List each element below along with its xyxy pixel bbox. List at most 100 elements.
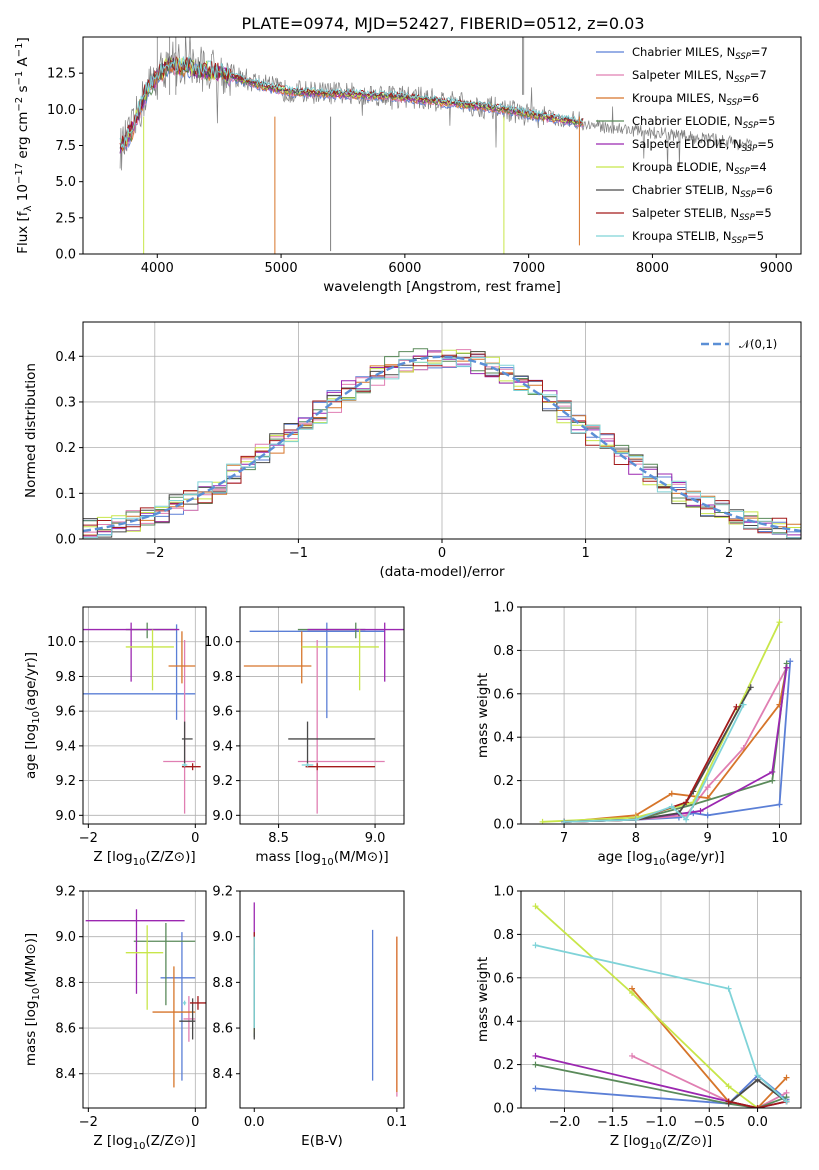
y-tick-label: 0.6 [493, 687, 514, 702]
series-marker [629, 989, 636, 996]
label-part: age [ [597, 849, 632, 865]
text-layer: PLATE=0974, MJD=52427, FIBERID=0512, z=0… [14, 14, 793, 1152]
series-marker [683, 816, 690, 823]
y-tick-label: 0.0 [493, 1102, 514, 1117]
error-bar-point-9 [181, 763, 188, 767]
mass-weight-series-3 [561, 664, 790, 824]
y-tick-label: 8.8 [55, 976, 76, 991]
y-tick-label: 9.4 [212, 739, 233, 754]
series-marker [725, 1098, 732, 1105]
legend-subscript: SSP [735, 52, 751, 62]
y-tick-label: 9.4 [55, 739, 76, 754]
x-tick-label: −2 [79, 831, 98, 846]
mass-weight-series-7 [561, 684, 754, 824]
x-axis-label: Z [log10(Z/Z⊙)] [93, 849, 195, 868]
label-part: log [112, 1133, 133, 1149]
error-bar-point-6 [125, 925, 164, 1010]
x-axis-label: Z [log10(Z/Z⊙)] [93, 1133, 195, 1152]
legend-series-name: Kroupa STELIB, N [632, 229, 732, 243]
legend-entry: Chabrier ELODIE, NSSP=5 [632, 114, 775, 131]
x-tick-label: 0.0 [747, 1115, 768, 1130]
series-marker [740, 701, 747, 708]
error-bar-point-8 [305, 763, 376, 771]
x-tick-label: 0.1 [387, 1115, 408, 1130]
x-tick-label: 8000 [636, 261, 669, 276]
figure-title: PLATE=0974, MJD=52427, FIBERID=0512, z=0… [241, 14, 644, 33]
y-axis-label: mass weight [475, 673, 491, 758]
label-part: (M/M⊙)] [334, 849, 389, 865]
series-marker [704, 812, 711, 819]
error-bar-point-9 [183, 1000, 187, 1006]
legend-entry: Salpeter MILES, NSSP=7 [632, 68, 767, 85]
y-tick-label: 9.0 [55, 809, 76, 824]
error-bar-point-9 [301, 763, 314, 767]
legend-entry: Chabrier STELIB, NSSP=6 [632, 183, 773, 200]
series-marker [783, 1098, 790, 1105]
error-bar-point-3 [152, 966, 196, 1088]
x-tick-label: 0 [191, 1115, 199, 1130]
legend-series-name: Chabrier ELODIE, N [632, 114, 743, 128]
y-tick-label: 9.8 [55, 670, 76, 685]
y-tick-label: 10.0 [47, 103, 76, 118]
error-bar-point-3 [243, 631, 312, 684]
error-bar-point-1 [249, 622, 385, 719]
y-tick-label: 9.2 [212, 774, 233, 789]
series-marker [668, 790, 675, 797]
label-part: erg cm [15, 112, 31, 163]
model-spectrum-1 [119, 58, 584, 152]
x-axis-label: E(B-V) [301, 1133, 343, 1149]
x-axis-label: (data-model)/error [379, 564, 505, 580]
y-tick-label: 7.5 [55, 139, 76, 154]
x-axis-label: Z [log10(Z/Z⊙)] [610, 1133, 712, 1152]
label-part: −1 [14, 71, 25, 86]
axes-frame-mass-weight-vs-Z [520, 890, 802, 1109]
error-bar-point-7 [288, 721, 376, 765]
y-tick-label: 10.0 [204, 635, 233, 650]
series-marker [532, 1085, 539, 1092]
label-part: λ [23, 205, 34, 211]
x-tick-label: −1.5 [597, 1115, 629, 1130]
label-part: mass [ [23, 1021, 39, 1066]
series-marker [532, 1052, 539, 1059]
legend-subscript: SSP [743, 121, 759, 131]
legend-entry: Salpeter ELODIE, NSSP=5 [632, 137, 774, 154]
y-axis-label: age [log10(age/yr)] [23, 652, 42, 779]
x-tick-label: 9.0 [365, 831, 386, 846]
error-bar-point-7 [181, 721, 193, 765]
legend-nssp-value: =5 [747, 229, 764, 243]
series-marker [697, 807, 704, 814]
y-tick-label: 9.0 [55, 930, 76, 945]
series-marker [629, 1052, 636, 1059]
x-tick-label: −1 [289, 546, 308, 561]
error-bar-point-5 [85, 909, 185, 994]
label-part: wavelength [Angstrom, rest frame] [323, 279, 561, 295]
series-marker [776, 619, 783, 626]
label-part: (Z/Z⊙)] [662, 1133, 712, 1149]
x-tick-label: 9 [704, 831, 712, 846]
error-bar-point-6 [125, 629, 174, 691]
series-line [535, 944, 788, 1103]
gaussian-legend-label: 𝒩(0,1) [739, 337, 777, 351]
y-axis-label: mass weight [475, 957, 491, 1042]
y-tick-label: 0.2 [493, 774, 514, 789]
error-bar-point-8 [189, 996, 206, 1010]
series-marker [683, 799, 690, 806]
error-bar-point-4 [125, 622, 177, 639]
axes-frame-mass-vs-EBV [239, 890, 405, 1109]
legend-series-name: Salpeter ELODIE, N [632, 137, 742, 151]
y-tick-label: 0.8 [493, 644, 514, 659]
y-tick-label: 5.0 [55, 175, 76, 190]
series-marker [769, 777, 776, 784]
y-tick-label: 9.2 [212, 885, 233, 900]
series-marker [747, 684, 754, 691]
y-tick-label: 9.8 [212, 670, 233, 685]
series-marker [783, 664, 790, 671]
series-marker [532, 1061, 539, 1068]
legend-nssp-value: =6 [756, 183, 773, 197]
y-tick-label: 2.5 [55, 211, 76, 226]
label-part: log [632, 849, 653, 865]
x-tick-label: 7 [560, 831, 568, 846]
label-part: 10 [653, 857, 666, 868]
label-part: mass [ [255, 849, 300, 865]
